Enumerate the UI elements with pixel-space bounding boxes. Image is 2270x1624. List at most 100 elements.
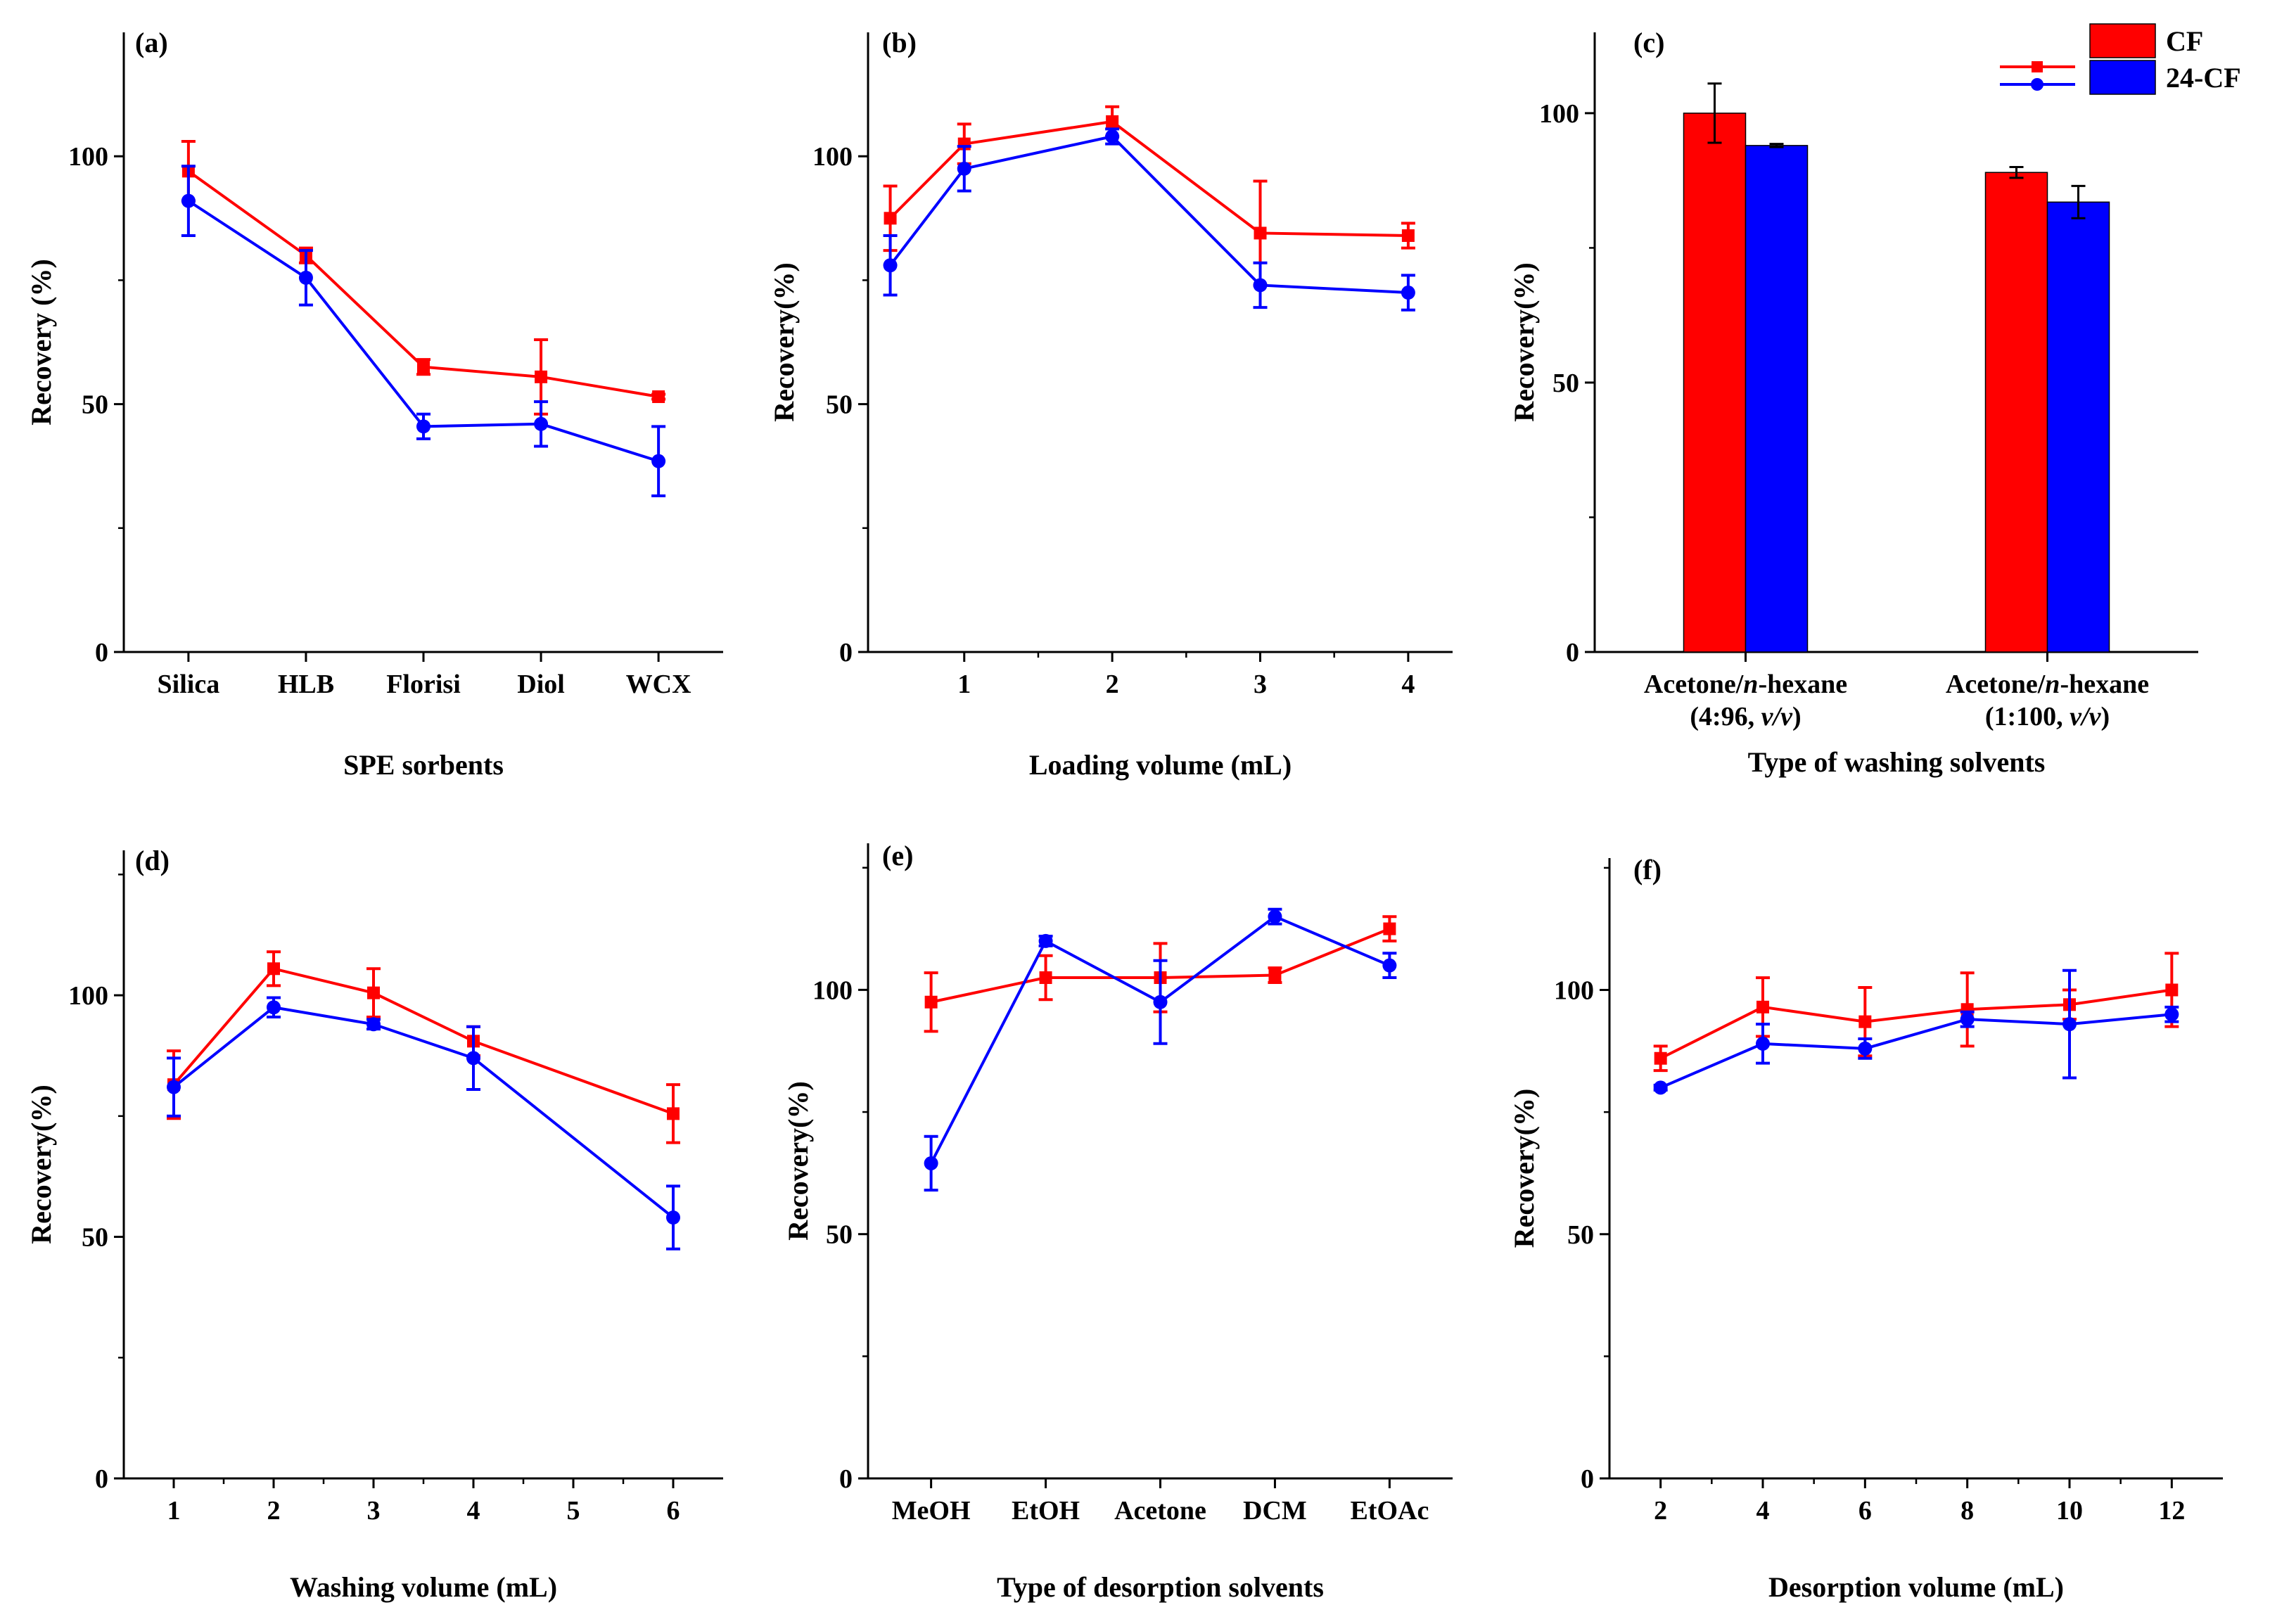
legend: CF 24-CF <box>2000 23 2241 95</box>
panel-label: (b) <box>882 27 917 58</box>
y-tick-label: 50 <box>82 1223 108 1253</box>
data-point-cf <box>1268 968 1282 982</box>
data-point-24cf <box>1153 995 1168 1009</box>
data-point-24cf <box>1960 1012 1975 1027</box>
panel-d: 0 50 100 1 2 3 4 5 6 Washing volume (mL) Recovery(… <box>25 845 723 1603</box>
legend-marker-square <box>2032 61 2043 72</box>
data-point-24cf <box>534 416 549 431</box>
x-category-label: EtOH <box>1012 1496 1080 1526</box>
x-axis-title: Washing volume (mL) <box>290 1571 557 1603</box>
data-point-24cf <box>267 1000 281 1015</box>
data-point-24cf <box>416 419 431 434</box>
x-category-label: Florisi <box>386 670 461 699</box>
y-tick-label: 100 <box>1539 99 1579 129</box>
y-tick-label: 0 <box>839 638 853 667</box>
x-tick-label: 4 <box>1756 1496 1770 1526</box>
x-axis-title: Type of desorption solvents <box>997 1571 1324 1603</box>
x-tick-label: 2 <box>1654 1496 1667 1526</box>
label-part-italic: v/v <box>1761 702 1793 731</box>
label-part-italic: v/v <box>2070 702 2101 731</box>
x-tick-label: 6 <box>667 1496 680 1526</box>
data-point-cf <box>1383 922 1396 935</box>
x-category-label-line2: (4:96, v/v) <box>1690 702 1801 731</box>
label-part: (1:100, <box>1985 702 2070 731</box>
data-point-24cf <box>1653 1080 1668 1095</box>
y-axis-title: Recovery(%) <box>782 1081 814 1241</box>
bar-24-cf <box>2046 201 2110 653</box>
panel-label: (e) <box>882 840 913 871</box>
x-tick-label: 4 <box>467 1496 480 1526</box>
data-point-cf <box>667 1107 680 1120</box>
x-category-label: DCM <box>1243 1496 1307 1526</box>
x-tick-label: 10 <box>2056 1496 2083 1526</box>
x-category-label: MeOH <box>892 1496 971 1526</box>
data-point-24cf <box>1756 1036 1770 1051</box>
panel-label: (c) <box>1633 27 1664 58</box>
x-tick-label: 5 <box>567 1496 580 1526</box>
x-tick-label: 8 <box>1960 1496 1974 1526</box>
data-point-24cf <box>167 1080 181 1094</box>
bar-cf <box>1984 172 2048 653</box>
y-tick-label: 50 <box>82 390 108 420</box>
label-part: ) <box>1792 702 1802 731</box>
x-category-label: EtOAc <box>1350 1496 1429 1526</box>
data-point-cf <box>535 370 548 383</box>
legend-marker-circle <box>2031 78 2043 91</box>
data-point-cf <box>652 390 665 404</box>
data-point-24cf <box>1382 958 1397 973</box>
data-point-cf <box>1858 1015 1872 1028</box>
data-point-24cf <box>181 193 196 208</box>
data-point-cf <box>924 995 938 1009</box>
y-tick-label: 0 <box>1566 638 1579 667</box>
label-part-italic: n <box>1743 670 1758 699</box>
y-axis-title: Recovery(%) <box>1508 262 1540 422</box>
y-axis-title: Recovery(%) <box>768 262 800 422</box>
y-tick-label: 50 <box>1552 369 1579 398</box>
data-point-cf <box>267 962 280 976</box>
legend-label: 24-CF <box>2166 62 2241 94</box>
data-point-cf <box>1654 1051 1667 1065</box>
x-category-label: WCX <box>626 670 691 699</box>
label-part: (4:96, <box>1690 702 1761 731</box>
y-tick-label: 50 <box>826 390 853 420</box>
legend-label: CF <box>2166 25 2203 57</box>
data-point-24cf <box>2062 1017 2077 1032</box>
series-line-24-cf <box>1659 1013 2172 1089</box>
panel-e: 0 50 100 MeOH EtOH Acetone DCM EtOAc Type of des… <box>782 840 1453 1603</box>
panel-a: 0 50 100 Silica HLB Florisi Diol WCX SPE sorbent… <box>25 27 723 781</box>
data-point-cf <box>1106 115 1119 128</box>
data-point-cf <box>417 360 430 373</box>
x-tick-label: 12 <box>2158 1496 2185 1526</box>
label-part: Acetone/ <box>1946 670 2046 699</box>
panel-label: (a) <box>135 27 168 58</box>
x-category-label: HLB <box>278 670 334 699</box>
data-point-24cf <box>924 1156 938 1170</box>
panel-b: 0 50 100 1 2 3 4 Loading volume (mL) Recovery(%)… <box>768 27 1453 781</box>
x-tick-label: 6 <box>1858 1496 1872 1526</box>
data-point-cf <box>2165 983 2179 997</box>
data-point-24cf <box>366 1017 381 1032</box>
x-tick-label: 3 <box>1254 670 1267 699</box>
y-tick-label: 100 <box>68 981 108 1011</box>
label-part: -hexane <box>1758 670 1847 699</box>
bar-cf <box>1683 113 1747 653</box>
data-point-24cf <box>651 454 666 468</box>
label-part-italic: n <box>2045 670 2060 699</box>
x-tick-label: 4 <box>1401 670 1415 699</box>
y-tick-label: 0 <box>95 638 108 667</box>
y-tick-label: 100 <box>812 976 853 1005</box>
x-category-label: Diol <box>517 670 565 699</box>
legend-swatch-cf <box>2089 23 2156 58</box>
data-point-24cf <box>298 270 313 285</box>
x-axis-title: SPE sorbents <box>343 749 504 781</box>
data-point-24cf <box>1038 933 1053 948</box>
label-part: ) <box>2100 702 2110 731</box>
y-axis-title: Recovery(%) <box>25 1085 57 1244</box>
bar-24-cf <box>1745 145 1809 653</box>
data-point-cf <box>884 212 897 225</box>
y-tick-label: 0 <box>1581 1464 1594 1494</box>
x-tick-label: 2 <box>1106 670 1119 699</box>
